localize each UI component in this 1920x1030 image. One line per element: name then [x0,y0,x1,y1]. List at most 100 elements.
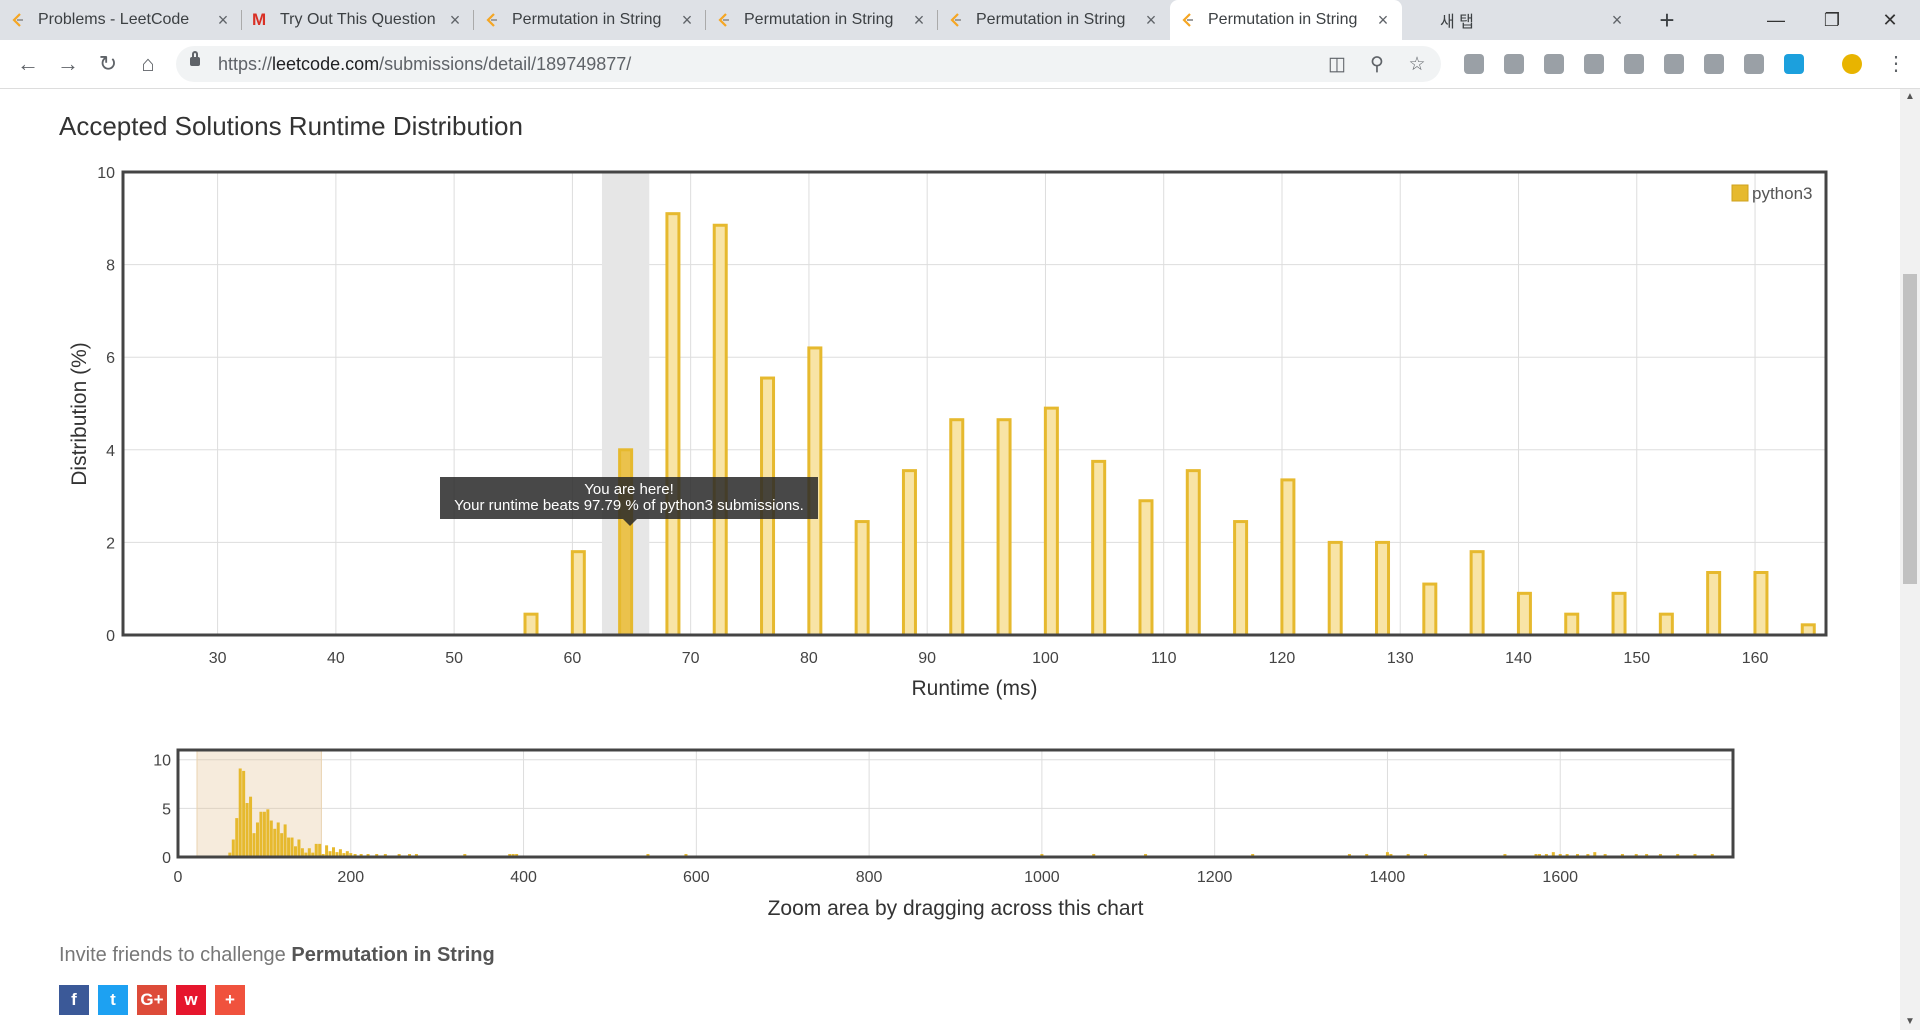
scrollbar-thumb[interactable] [1903,274,1917,584]
overview-bar-276 [414,854,418,857]
zoom-icon[interactable]: ⚲ [1370,54,1384,75]
overview-x-tick-label: 1400 [1370,869,1406,886]
leetcode-icon [10,12,26,28]
refresh-ext-icon[interactable] [1784,54,1804,74]
lock-icon[interactable] [190,51,200,66]
bar-156.5 [1706,570,1722,637]
tooltip-title: You are here! [584,481,674,498]
tab-2[interactable]: M Try Out This Question × [242,0,474,40]
tab-5[interactable]: Permutation in String × [938,0,1170,40]
home-icon[interactable]: ⌂ [141,51,155,76]
close-window-button[interactable]: ✕ [1882,10,1898,30]
overview-bar-392 [515,854,519,857]
skype-icon[interactable] [1664,54,1684,74]
tab-4[interactable]: Permutation in String × [706,0,938,40]
minimize-button[interactable]: — [1767,10,1785,30]
translate-icon[interactable]: ◫ [1328,54,1346,75]
tab-3[interactable]: Permutation in String × [474,0,706,40]
address-bar[interactable]: https://leetcode.com/submissions/detail/… [176,46,1441,82]
overview-bar-192 [342,853,346,857]
tab-1[interactable]: Problems - LeetCode × [0,0,242,40]
y-tick-label: 2 [106,535,115,552]
tab-close-icon[interactable]: × [913,9,925,30]
overview-bar-1640 [1593,852,1597,857]
overview-x-tick-label: 800 [856,869,883,886]
bar-112.5 [1185,469,1201,637]
overview-bar-156 [311,852,315,857]
tab-close-icon[interactable]: × [449,9,461,30]
settings-gear-icon[interactable] [1544,54,1564,74]
bar-68.5 [665,212,681,637]
bookmark-star-icon[interactable]: ☆ [1408,54,1426,75]
tab-close-icon[interactable]: × [1377,9,1389,30]
bar-160.5 [1753,570,1769,637]
overview-bar-108 [269,820,273,857]
overview-bar-124 [283,824,287,857]
bar-120.5 [1280,478,1296,637]
overview-bar-92 [255,822,259,857]
maximize-button[interactable]: ❐ [1823,10,1841,30]
overview-bar-1776 [1710,854,1714,857]
tab-close-icon[interactable]: × [1611,9,1623,30]
leetcode-icon [716,12,732,28]
browser-menu-icon[interactable]: ⋮ [1886,53,1906,75]
reload-icon[interactable]: ↻ [98,51,118,76]
bar-132.5 [1422,582,1438,637]
more-share-button[interactable]: + [215,985,245,1015]
overview-bar-160 [314,843,318,857]
google-plus-share-button[interactable]: G+ [137,985,167,1015]
tab-close-icon[interactable]: × [217,9,229,30]
url-text[interactable]: https://leetcode.com/submissions/detail/… [218,54,631,75]
invite-prefix: Invite friends to challenge [59,944,292,966]
twitter-share-button[interactable]: t [98,985,128,1015]
camera-icon[interactable] [1464,54,1484,74]
tab-6[interactable]: Permutation in String × [1170,0,1402,40]
forward-icon[interactable]: → [57,51,79,76]
scroll-down-arrow[interactable]: ▼ [1905,1016,1915,1027]
bar-104.5 [1091,459,1107,637]
legend-label: python3 [1752,184,1813,203]
tab-title: Try Out This Question [280,11,436,28]
profile-avatar-icon[interactable] [1842,54,1862,74]
tab-title: Permutation in String [512,11,662,28]
overview-bar-96 [259,811,263,857]
recycle-icon[interactable] [1504,54,1524,74]
overview-bar-205 [353,854,357,857]
tab-close-icon[interactable]: × [1145,9,1157,30]
weibo-share-button[interactable]: w [176,985,206,1015]
overview-bar-268 [408,854,412,857]
overview-bar-1244 [1251,854,1255,857]
y-tick-label: 10 [97,165,115,182]
feather-icon[interactable] [1744,54,1764,74]
overview-bar-1060 [1092,854,1096,857]
x-tick-label: 140 [1505,650,1532,667]
card-icon[interactable] [1704,54,1724,74]
overview-x-tick-label: 1200 [1197,869,1233,886]
ex-icon[interactable] [1624,54,1644,74]
overview-bar-1600 [1558,854,1562,857]
overview-bar-1120 [1144,854,1148,857]
vertical-scrollbar[interactable]: ▲ ▼ [1900,89,1920,1030]
overview-bar-164 [318,843,322,857]
runtime-tooltip: You are here! Your runtime beats 97.79 %… [440,477,818,526]
overview-bar-588 [684,854,688,857]
tab-close-icon[interactable]: × [681,9,693,30]
overview-bar-188 [338,849,342,857]
tab-7[interactable]: 새 탭 × [1402,0,1636,40]
overview-x-tick-label: 400 [510,869,537,886]
back-icon[interactable]: ← [17,51,39,76]
runtime-distribution-chart[interactable]: 30 40 50 60 70 80 90 100 110 120 130 140 150 160 0 2 4 6 8… [0,89,1900,809]
invite-problem: Permutation in String [291,944,495,966]
x-tick-label: 70 [682,650,700,667]
x-axis-label: Runtime (ms) [911,677,1037,700]
new-tab-button[interactable]: + [1659,5,1675,35]
x-tick-label: 40 [327,650,345,667]
scroll-up-arrow[interactable]: ▲ [1905,91,1915,102]
facebook-share-button[interactable]: f [59,985,89,1015]
bar-140.5 [1516,591,1532,637]
info-icon[interactable] [1584,54,1604,74]
overview-bar-1404 [1389,854,1393,857]
bar-88.5 [901,469,917,637]
overview-bar-80 [245,803,249,857]
overview-bar-332 [463,854,467,857]
